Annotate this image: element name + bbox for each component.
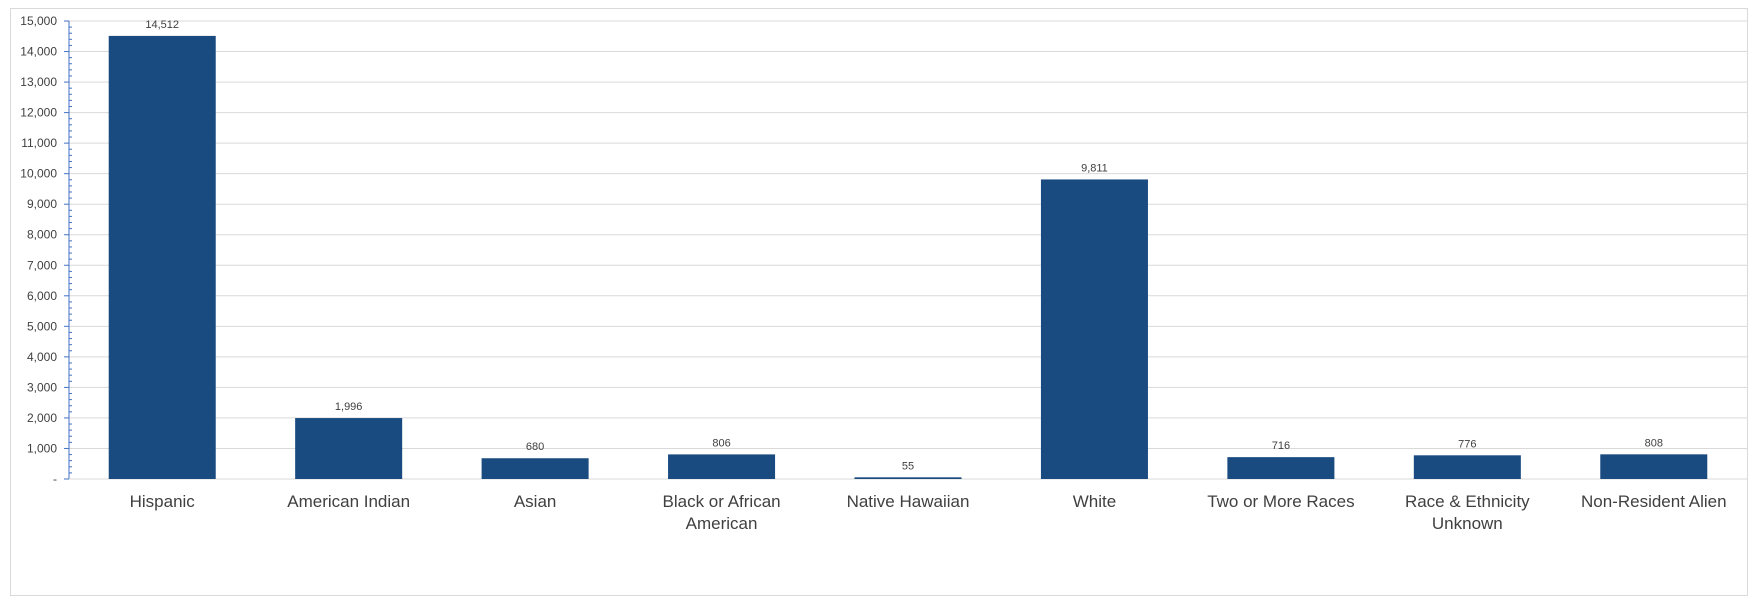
x-tick-label: Non-Resident Alien: [1581, 492, 1727, 511]
y-tick-label: 9,000: [27, 197, 57, 211]
y-tick-label: 11,000: [21, 136, 57, 150]
y-tick-label: 13,000: [20, 75, 57, 89]
chart-area: - 1,000 2,000 3,000 4,000 5,000 6,000 7,000 8,00…: [10, 8, 1748, 596]
data-label: 680: [526, 441, 544, 453]
data-label: 55: [902, 460, 914, 472]
y-tick-label: 4,000: [27, 350, 57, 364]
data-label: 9,811: [1081, 162, 1108, 174]
y-tick-label: 1,000: [27, 441, 57, 455]
y-tick-label: -: [53, 472, 57, 486]
data-label: 14,512: [145, 19, 179, 31]
x-tick-label: Two or More Races: [1207, 492, 1354, 511]
x-tick-label: Asian: [514, 492, 557, 511]
x-tick-label: American Indian: [287, 492, 410, 511]
data-label: 716: [1272, 440, 1290, 452]
x-tick-label: Hispanic: [130, 492, 196, 511]
bar: [854, 477, 962, 479]
data-label: 806: [712, 437, 730, 449]
y-tick-label: 7,000: [27, 258, 57, 272]
bar: [1413, 455, 1521, 479]
y-tick-label: 3,000: [27, 380, 57, 394]
bar: [108, 35, 216, 479]
y-tick-label: 6,000: [27, 289, 57, 303]
x-tick-label: Black or African: [663, 492, 781, 511]
x-tick-label: Unknown: [1432, 514, 1503, 533]
bar: [295, 418, 403, 479]
data-label: 1,996: [335, 401, 363, 413]
bar: [1600, 454, 1708, 479]
bar-chart: - 1,000 2,000 3,000 4,000 5,000 6,000 7,000 8,00…: [20, 14, 1747, 533]
data-label: 808: [1645, 437, 1663, 449]
y-tick-label: 10,000: [20, 167, 57, 181]
y-tick-label: 8,000: [27, 228, 57, 242]
y-tick-label: 5,000: [27, 319, 57, 333]
bar: [668, 454, 776, 479]
x-tick-label: Native Hawaiian: [847, 492, 970, 511]
bar: [1227, 457, 1335, 479]
y-tick-label: 15,000: [20, 14, 57, 28]
y-tick-label: 14,000: [20, 45, 57, 59]
x-tick-label: American: [686, 514, 758, 533]
bar: [1040, 179, 1148, 479]
bar: [481, 458, 589, 479]
y-tick-label: 12,000: [20, 106, 57, 120]
x-tick-label: Race & Ethnicity: [1405, 492, 1530, 511]
y-tick-label: 2,000: [27, 411, 57, 425]
data-label: 776: [1458, 438, 1476, 450]
x-tick-label: White: [1073, 492, 1116, 511]
